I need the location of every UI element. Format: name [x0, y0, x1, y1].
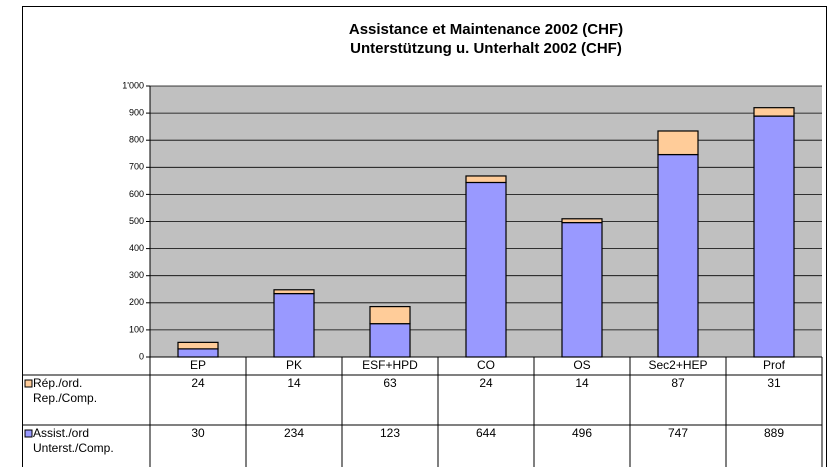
table-value: 31	[767, 376, 781, 390]
x-tick-label: Sec2+HEP	[648, 358, 707, 372]
bar-segment	[369, 323, 411, 358]
table-value: 87	[671, 376, 685, 390]
table-value: 123	[380, 426, 400, 440]
table-value: 234	[284, 426, 304, 440]
y-tick-label: 800	[129, 135, 144, 145]
table-value: 496	[572, 426, 592, 440]
y-tick-label: 200	[129, 297, 144, 307]
x-tick-label: Prof	[763, 358, 786, 372]
y-tick-label: 400	[129, 243, 144, 253]
table-value: 30	[191, 426, 205, 440]
bar-segment	[753, 107, 795, 117]
bar-segment	[177, 341, 219, 350]
table-value: 889	[764, 426, 784, 440]
x-tick-label: OS	[573, 358, 590, 372]
bar-segment	[561, 218, 603, 224]
table-value: 14	[287, 376, 301, 390]
y-tick-label: 700	[129, 162, 144, 172]
x-tick-label: PK	[286, 358, 302, 372]
bar-segment	[369, 305, 411, 325]
table-value: 14	[575, 376, 589, 390]
table-value: 644	[476, 426, 496, 440]
bar-segment	[273, 292, 315, 358]
table-value: 24	[191, 376, 205, 390]
bar-segment	[465, 181, 507, 358]
table-value: 24	[479, 376, 493, 390]
legend-label: Assist./ord Unterst./Comp.	[33, 426, 114, 455]
y-tick-label: 300	[129, 270, 144, 280]
bar-segment	[753, 115, 795, 358]
y-tick-label: 1'000	[122, 80, 144, 90]
chart-title: Assistance et Maintenance 2002 (CHF)	[349, 21, 623, 38]
chart-subtitle: Unterstützung u. Unterhalt 2002 (CHF)	[350, 40, 622, 57]
y-tick-label: 500	[129, 216, 144, 226]
y-tick-label: 900	[129, 107, 144, 117]
legend-label-box: Assist./ord Unterst./Comp.	[33, 426, 114, 455]
bar-segment	[177, 348, 219, 358]
x-tick-label: CO	[477, 358, 495, 372]
y-tick-label: 100	[129, 324, 144, 334]
legend-key	[24, 429, 33, 438]
y-tick-label: 0	[139, 351, 144, 361]
table-value: 747	[668, 426, 688, 440]
bar-segment	[657, 130, 699, 156]
x-tick-label: EP	[190, 358, 206, 372]
table-value: 63	[383, 376, 397, 390]
bar-segment	[657, 153, 699, 358]
bar-segment	[273, 289, 315, 295]
x-tick-label: ESF+HPD	[362, 358, 418, 372]
bar-segment	[561, 221, 603, 358]
bar-segment	[465, 175, 507, 184]
y-tick-label: 600	[129, 189, 144, 199]
legend-label: Rép./ord. Rep./Comp.	[33, 376, 98, 405]
legend-key	[24, 379, 33, 388]
legend-label-box: Rép./ord. Rep./Comp.	[33, 376, 98, 405]
